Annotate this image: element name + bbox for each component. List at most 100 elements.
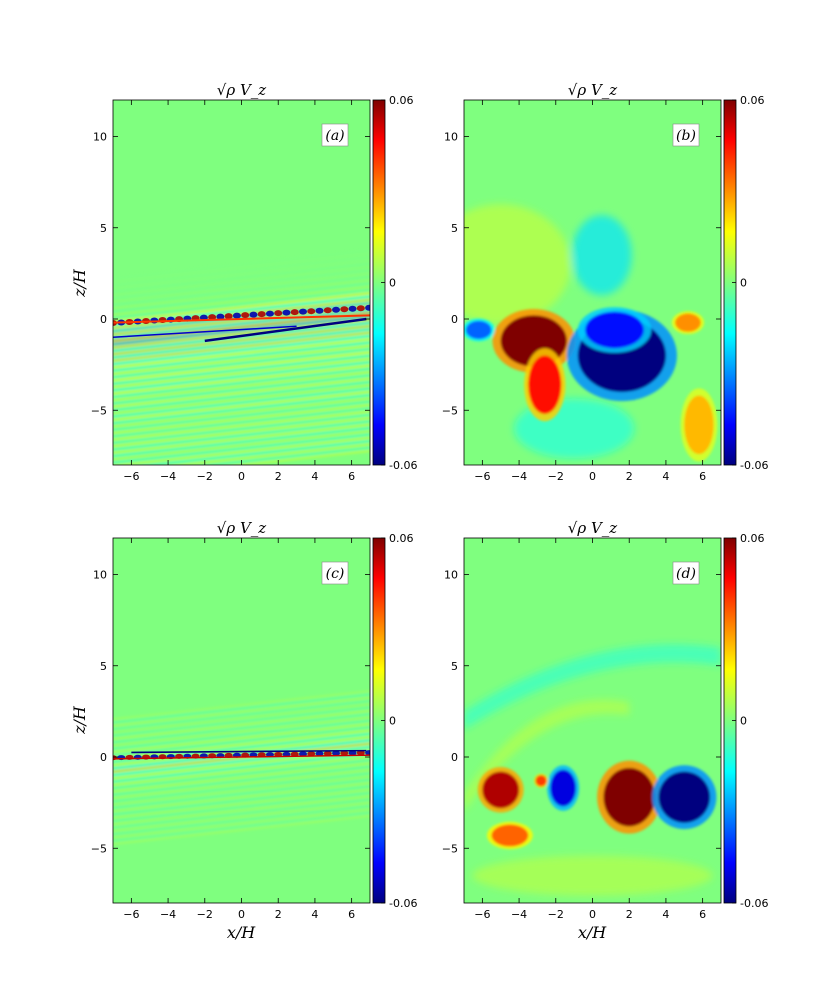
x-tick-label: −2: [548, 470, 564, 483]
y-axis-label-top: z/H: [70, 268, 89, 298]
x-tick-label: −2: [197, 908, 213, 921]
blob: [603, 767, 655, 827]
colorbar-tick-label: -0.06: [389, 459, 417, 472]
y-axis-label-bottom: z/H: [70, 705, 89, 735]
heatmap-area: [113, 538, 370, 903]
panel-title: √ρ V_z: [568, 81, 617, 99]
x-tick-label: −4: [511, 470, 527, 483]
panel-c: −6 −4 −2 0 2 4 6 −5 0 5 10 √ρ V_z (c) 0.06 0 -0.06: [91, 519, 418, 921]
panel-label: (d): [676, 566, 696, 582]
midplane-features: [113, 749, 370, 761]
panel-a: −6 −4 −2 0 2 4 6 −5 0 5 10 √ρ V_z (a) 0.06 0 -0.06: [91, 81, 418, 483]
colorbar-tick-label: 0: [389, 715, 396, 728]
colorbar-tick-label: -0.06: [389, 897, 417, 910]
midplane-features: [113, 304, 370, 343]
x-tick-label: 4: [662, 470, 669, 483]
velocity-blobs: [464, 307, 718, 462]
panel-label-box: [672, 123, 700, 147]
y-tick-label: −5: [442, 404, 458, 417]
x-tick-label: −4: [511, 908, 527, 921]
x-tick-label: 4: [311, 908, 318, 921]
x-tick-label: −6: [474, 470, 490, 483]
y-tick-label: 5: [100, 222, 107, 235]
panel-label: (b): [676, 128, 696, 144]
x-tick-label: −6: [123, 470, 139, 483]
y-tick-label: 5: [100, 660, 107, 673]
panel-label: (c): [326, 566, 345, 582]
panel-title: √ρ V_z: [568, 519, 617, 537]
heatmap-background: [113, 100, 370, 465]
x-tick-label: −6: [474, 908, 490, 921]
y-tick-label: 0: [451, 751, 458, 764]
x-tick-label: 4: [311, 470, 318, 483]
wave-bands: [113, 690, 370, 845]
colorbar-tick-label: 0.06: [389, 94, 414, 107]
colorbar-tick-label: -0.06: [740, 897, 768, 910]
y-tick-label: 10: [444, 569, 458, 582]
y-tick-label: 10: [93, 569, 107, 582]
x-tick-label: 6: [348, 908, 355, 921]
panel-label-box: [321, 561, 349, 585]
x-tick-label: 2: [275, 908, 282, 921]
heatmap-area: [464, 100, 721, 465]
panel-label: (a): [325, 128, 344, 144]
x-tick-label: −2: [197, 470, 213, 483]
blob: [528, 355, 562, 414]
x-tick-label: 2: [626, 908, 633, 921]
wave-bands: [113, 249, 370, 465]
y-tick-label: 0: [100, 313, 107, 326]
heatmap-area: [113, 100, 370, 465]
blob: [535, 775, 547, 787]
x-tick-label: 0: [238, 908, 245, 921]
x-tick-label: 0: [238, 470, 245, 483]
x-tick-label: 6: [699, 908, 706, 921]
x-tick-label: 4: [662, 908, 669, 921]
blob: [684, 395, 714, 455]
blob: [550, 769, 576, 807]
panel-d: −6 −4 −2 0 2 4 6 −5 0 5 10 √ρ V_z (d) 0.06 0 -0.06: [442, 519, 769, 921]
x-tick-label: 6: [699, 470, 706, 483]
velocity-blobs: [477, 760, 717, 850]
colorbar: 0.06 0 -0.06: [723, 532, 768, 910]
y-tick-label: −5: [91, 842, 107, 855]
blob: [491, 824, 529, 847]
colorbar-tick-label: 0: [740, 715, 747, 728]
y-tick-label: −5: [442, 842, 458, 855]
y-tick-label: 10: [93, 131, 107, 144]
x-tick-label: 2: [626, 470, 633, 483]
panel-b: −6 −4 −2 0 2 4 6 −5 0 5 10 √ρ V_z (b) 0.06 0 -0.06: [442, 81, 769, 483]
y-tick-label: 0: [451, 313, 458, 326]
x-tick-label: 6: [348, 470, 355, 483]
blob: [585, 311, 644, 349]
x-axis-label-left: x/H: [227, 923, 256, 942]
x-axis-label-right: x/H: [578, 923, 607, 942]
colorbar: 0.06 0 -0.06: [372, 532, 417, 910]
blob: [465, 320, 492, 340]
y-tick-label: 10: [444, 131, 458, 144]
colorbar-tick-label: -0.06: [740, 459, 768, 472]
panel-title: √ρ V_z: [217, 519, 266, 537]
colorbar-tick-label: 0.06: [740, 532, 765, 545]
heatmap-background: [113, 538, 370, 903]
x-tick-label: −4: [160, 470, 176, 483]
colorbar: 0.06 0 -0.06: [372, 94, 417, 472]
blob: [675, 313, 701, 332]
x-tick-label: −6: [123, 908, 139, 921]
y-tick-label: 5: [451, 222, 458, 235]
x-tick-label: 0: [589, 908, 596, 921]
colorbar-tick-label: 0.06: [740, 94, 765, 107]
x-tick-label: 2: [275, 470, 282, 483]
colorbar: 0.06 0 -0.06: [723, 94, 768, 472]
blob: [658, 771, 710, 823]
colorbar-tick-label: 0.06: [389, 532, 414, 545]
panel-label-box: [321, 123, 349, 147]
diffuse-structures: [464, 644, 721, 896]
y-tick-label: −5: [91, 404, 107, 417]
heatmap-area: [464, 538, 721, 903]
blob: [482, 771, 520, 809]
panel-label-box: [672, 561, 700, 585]
diffuse-structures: [464, 204, 635, 459]
x-tick-label: 0: [589, 470, 596, 483]
y-tick-label: 0: [100, 751, 107, 764]
